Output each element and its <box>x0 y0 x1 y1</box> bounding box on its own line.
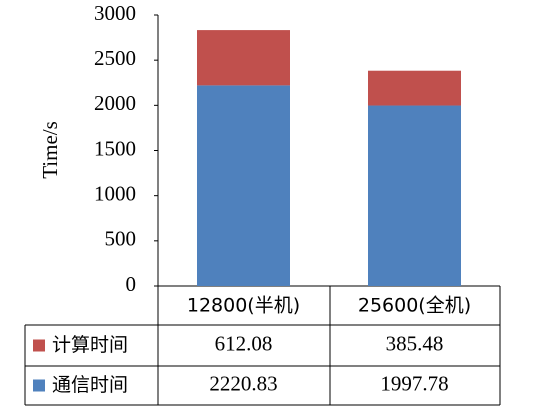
table-value: 1997.78 <box>380 371 448 395</box>
bar-segment <box>368 105 461 286</box>
y-tick-label: 1500 <box>94 136 136 160</box>
y-tick-label: 2500 <box>94 46 136 70</box>
bar-segment <box>197 85 290 286</box>
bar-segment <box>368 70 461 106</box>
table-value: 612.08 <box>215 331 273 355</box>
legend-key <box>33 339 45 352</box>
bar-segment <box>197 30 290 86</box>
table-value: 2220.83 <box>209 371 277 395</box>
y-tick-label: 0 <box>126 272 137 296</box>
y-tick-label: 3000 <box>94 1 136 25</box>
legend-key <box>33 379 45 392</box>
x-tick-label: 12800(半机) <box>187 295 300 317</box>
y-axis-label: Time/s <box>38 121 62 179</box>
table-value: 385.48 <box>386 331 444 355</box>
y-tick-label: 2000 <box>94 91 136 115</box>
legend-label: 通信时间 <box>52 374 128 396</box>
legend-label: 计算时间 <box>52 334 128 356</box>
y-tick-label: 1000 <box>94 181 136 205</box>
x-tick-label: 25600(全机) <box>358 295 471 317</box>
y-tick-label: 500 <box>105 227 137 251</box>
